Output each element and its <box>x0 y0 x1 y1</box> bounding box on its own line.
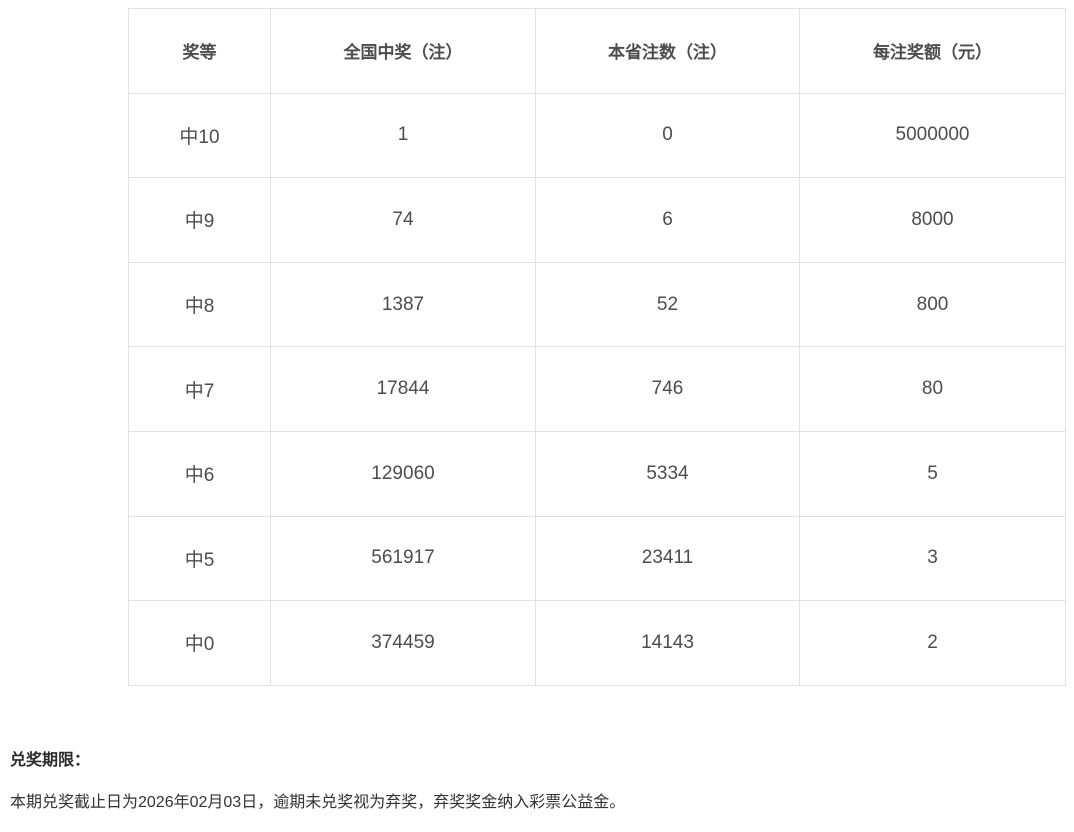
table-row: 中0 374459 14143 2 <box>128 600 1066 686</box>
table-row: 中9 74 6 8000 <box>128 177 1066 263</box>
national-winners-cell: 74 <box>270 177 536 263</box>
national-winners-cell: 129060 <box>270 430 536 517</box>
prize-amount-cell: 5000000 <box>799 92 1066 179</box>
header-province-winners: 本省注数（注） <box>535 8 800 94</box>
prize-amount-cell: 80 <box>799 346 1066 432</box>
table-row: 中5 561917 23411 3 <box>128 515 1066 602</box>
province-winners-cell: 746 <box>535 346 800 432</box>
table-row: 中8 1387 52 800 <box>128 261 1066 348</box>
province-winners-cell: 23411 <box>535 515 800 602</box>
prize-amount-cell: 8000 <box>799 177 1066 263</box>
province-winners-cell: 52 <box>535 261 800 348</box>
table-row: 中7 17844 746 80 <box>128 346 1066 432</box>
table-row: 中6 129060 5334 5 <box>128 430 1066 517</box>
header-prize-amount: 每注奖额（元） <box>799 8 1066 94</box>
province-winners-cell: 5334 <box>535 430 800 517</box>
prize-level-cell: 中8 <box>128 261 271 348</box>
national-winners-cell: 374459 <box>270 600 536 686</box>
prize-level-cell: 中7 <box>128 346 271 432</box>
prize-amount-cell: 800 <box>799 261 1066 348</box>
prize-amount-cell: 2 <box>799 600 1066 686</box>
prize-table: 奖等 全国中奖（注） 本省注数（注） 每注奖额（元） 中10 1 0 50000… <box>128 8 1066 686</box>
header-prize-level: 奖等 <box>128 8 271 94</box>
national-winners-cell: 1 <box>270 92 536 179</box>
prize-level-cell: 中6 <box>128 430 271 517</box>
prize-amount-cell: 3 <box>799 515 1066 602</box>
national-winners-cell: 17844 <box>270 346 536 432</box>
prize-level-cell: 中9 <box>128 177 271 263</box>
province-winners-cell: 14143 <box>535 600 800 686</box>
redemption-section: 兑奖期限： 本期兑奖截止日为2026年02月03日，逾期未兑奖视为弃奖，弃奖奖金… <box>10 750 625 814</box>
prize-level-cell: 中0 <box>128 600 271 686</box>
table-row: 中10 1 0 5000000 <box>128 92 1066 179</box>
prize-level-cell: 中10 <box>128 92 271 179</box>
national-winners-cell: 1387 <box>270 261 536 348</box>
table-header-row: 奖等 全国中奖（注） 本省注数（注） 每注奖额（元） <box>128 8 1066 94</box>
province-winners-cell: 0 <box>535 92 800 179</box>
prize-amount-cell: 5 <box>799 430 1066 517</box>
province-winners-cell: 6 <box>535 177 800 263</box>
national-winners-cell: 561917 <box>270 515 536 602</box>
header-national-winners: 全国中奖（注） <box>270 8 536 94</box>
prize-level-cell: 中5 <box>128 515 271 602</box>
redemption-deadline-title: 兑奖期限： <box>10 752 91 769</box>
redemption-deadline-note: 本期兑奖截止日为2026年02月03日，逾期未兑奖视为弃奖，弃奖奖金纳入彩票公益… <box>10 794 626 811</box>
